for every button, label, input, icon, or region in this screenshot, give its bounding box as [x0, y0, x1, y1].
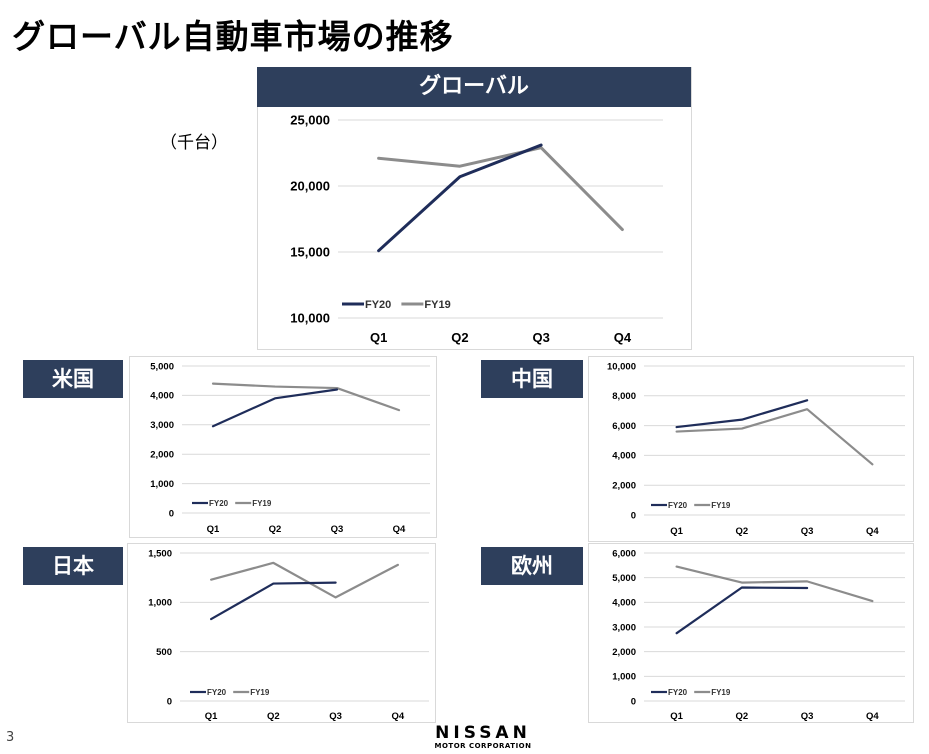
banner-global: グローバル	[257, 67, 691, 107]
us-legend-label-fy20: FY20	[209, 499, 229, 508]
global-y-tick-label: 10,000	[290, 311, 330, 326]
china-chart-svg: 0 2,000 4,000 6,000 8,000 10,000 Q1 Q2 Q3 Q4 FY20 F…	[607, 361, 905, 537]
europe-y-tick-label: 2,000	[612, 647, 636, 658]
europe-chart-svg: 0 1,000 2,000 3,000 4,000 5,000 6,000 Q1 Q2 Q3 Q4 F…	[612, 548, 905, 722]
global-x-tick-label: Q3	[532, 330, 549, 345]
us-x-tick-label: Q3	[331, 524, 344, 535]
global-x-tick-label: Q4	[614, 330, 632, 345]
china-y-tick-label: 8,000	[612, 391, 636, 402]
europe-x-tick-label: Q1	[670, 711, 683, 722]
japan-series-line-fy20	[210, 581, 337, 621]
europe-series-line-fy19	[675, 565, 874, 603]
global-legend-label-fy20: FY20	[365, 299, 391, 311]
us-series-line-fy19	[211, 382, 401, 412]
banner-japan: 日本	[23, 547, 123, 585]
chart-china: 0 2,000 4,000 6,000 8,000 10,000 Q1 Q2 Q3 Q4 FY20 F…	[588, 356, 914, 542]
logo-sub-text: MOTOR CORPORATION	[434, 742, 532, 750]
china-x-tick-label: Q2	[736, 526, 749, 537]
nissan-logo: NISSAN MOTOR CORPORATION	[418, 724, 548, 751]
europe-x-tick-label: Q4	[866, 711, 879, 722]
global-chart-svg: 10,000 15,000 20,000 25,000 Q1 Q2 Q3 Q4 FY20 FY19	[290, 113, 663, 345]
china-y-tick-label: 2,000	[612, 481, 636, 492]
global-y-tick-label: 20,000	[290, 179, 330, 194]
banner-china: 中国	[481, 360, 583, 398]
logo-main-text: NISSAN	[435, 723, 531, 743]
japan-series-line-fy19	[210, 561, 399, 599]
europe-y-tick-label: 6,000	[612, 548, 636, 559]
china-x-tick-label: Q3	[801, 526, 814, 537]
japan-x-tick-label: Q3	[329, 711, 342, 722]
global-y-tick-label: 25,000	[290, 113, 330, 128]
japan-y-tick-label: 500	[156, 647, 172, 658]
us-x-tick-label: Q4	[393, 524, 406, 535]
europe-y-tick-label: 1,000	[612, 672, 636, 683]
china-legend-label-fy20: FY20	[668, 501, 688, 510]
global-x-tick-label: Q2	[451, 330, 468, 345]
europe-x-tick-label: Q2	[736, 711, 749, 722]
japan-y-tick-label: 1,500	[148, 548, 172, 559]
china-x-tick-label: Q1	[670, 526, 683, 537]
banner-europe: 欧州	[481, 547, 583, 585]
europe-y-tick-label: 0	[631, 696, 636, 707]
us-legend-label-fy19: FY19	[252, 499, 272, 508]
china-series-line-fy20	[675, 399, 809, 429]
global-x-tick-label: Q1	[370, 330, 387, 345]
global-y-tick-label: 15,000	[290, 245, 330, 260]
us-y-tick-label: 0	[169, 508, 174, 519]
unit-label: （千台）	[160, 133, 228, 153]
global-series-line-fy19	[377, 146, 624, 232]
china-series-line-fy19	[675, 408, 874, 466]
chart-europe: 0 1,000 2,000 3,000 4,000 5,000 6,000 Q1 Q2 Q3 Q4 F…	[588, 543, 914, 723]
japan-y-tick-label: 1,000	[148, 598, 172, 609]
china-y-tick-label: 0	[631, 510, 636, 521]
us-chart-svg: 0 1,000 2,000 3,000 4,000 5,000 Q1 Q2 Q3 Q4 FY20 FY…	[150, 361, 430, 535]
us-y-tick-label: 2,000	[150, 450, 174, 461]
europe-y-tick-label: 4,000	[612, 598, 636, 609]
global-legend-label-fy19: FY19	[424, 299, 450, 311]
china-y-tick-label: 6,000	[612, 421, 636, 432]
chart-us: 0 1,000 2,000 3,000 4,000 5,000 Q1 Q2 Q3 Q4 FY20 FY…	[129, 356, 437, 538]
page-title: グローバル自動車市場の推移	[12, 17, 454, 56]
japan-legend-label-fy20: FY20	[207, 688, 227, 697]
europe-series-line-fy20	[675, 586, 809, 635]
japan-x-tick-label: Q4	[392, 711, 405, 722]
china-x-tick-label: Q4	[866, 526, 879, 537]
europe-x-tick-label: Q3	[801, 711, 814, 722]
us-series-line-fy20	[211, 388, 339, 428]
japan-y-tick-label: 0	[167, 696, 172, 707]
us-y-tick-label: 5,000	[150, 361, 174, 372]
chart-japan: 0 500 1,000 1,500 Q1 Q2 Q3 Q4 FY20 FY19	[127, 543, 436, 723]
europe-legend-label-fy19: FY19	[711, 688, 731, 697]
us-y-tick-label: 4,000	[150, 391, 174, 402]
us-y-tick-label: 1,000	[150, 479, 174, 490]
us-y-tick-label: 3,000	[150, 420, 174, 431]
japan-chart-svg: 0 500 1,000 1,500 Q1 Q2 Q3 Q4 FY20 FY19	[148, 548, 429, 722]
europe-y-tick-label: 3,000	[612, 622, 636, 633]
china-y-tick-label: 4,000	[612, 451, 636, 462]
europe-legend-label-fy20: FY20	[668, 688, 688, 697]
china-legend-label-fy19: FY19	[711, 501, 731, 510]
china-y-tick-label: 10,000	[607, 361, 636, 372]
us-x-tick-label: Q1	[207, 524, 220, 535]
us-x-tick-label: Q2	[269, 524, 282, 535]
banner-us: 米国	[23, 360, 123, 398]
europe-y-tick-label: 5,000	[612, 573, 636, 584]
japan-x-tick-label: Q1	[205, 711, 218, 722]
japan-legend-label-fy19: FY19	[250, 688, 270, 697]
slide-number: 3	[6, 730, 15, 745]
japan-x-tick-label: Q2	[267, 711, 280, 722]
global-series-line-fy20	[377, 143, 543, 253]
chart-global: 10,000 15,000 20,000 25,000 Q1 Q2 Q3 Q4 FY20 FY19	[257, 67, 692, 350]
